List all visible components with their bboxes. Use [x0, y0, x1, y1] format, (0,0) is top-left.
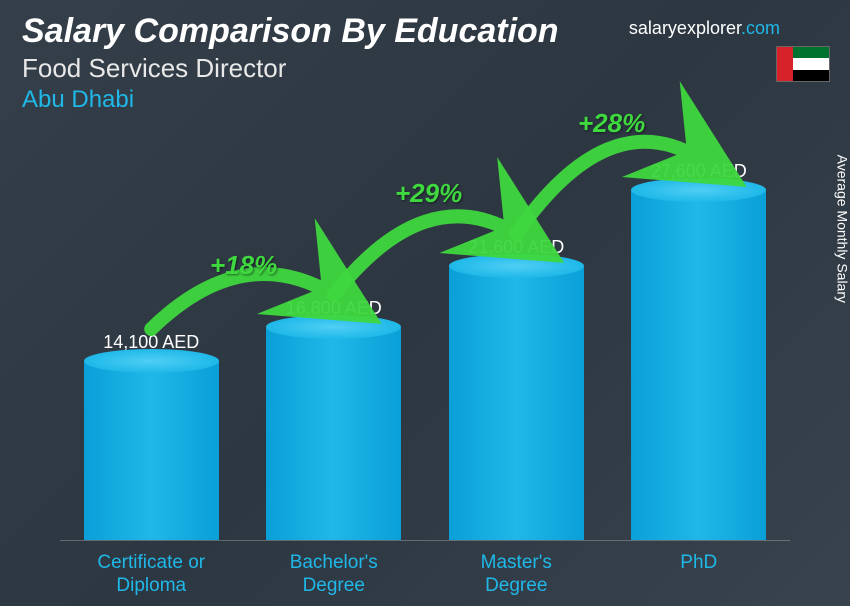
bar: [631, 190, 766, 540]
location-label: Abu Dhabi: [22, 86, 828, 114]
y-axis-label: Average Monthly Salary: [834, 155, 850, 303]
brand-name: salaryexplorer: [629, 18, 741, 38]
bar: [266, 327, 401, 540]
bar-wrap: 14,100 AED: [71, 332, 231, 540]
uae-flag-icon: [776, 46, 830, 82]
job-title-subtitle: Food Services Director: [22, 53, 828, 84]
increase-label: +29%: [395, 178, 462, 209]
category-label: Master'sDegree: [436, 552, 596, 598]
brand-suffix: .com: [741, 18, 780, 38]
brand-logo: salaryexplorer.com: [629, 18, 780, 39]
increase-label: +28%: [578, 108, 645, 139]
category-labels-row: Certificate orDiploma Bachelor'sDegree Mas…: [60, 552, 790, 598]
bar-wrap: 21,600 AED: [436, 237, 596, 540]
bar-wrap: 27,600 AED: [619, 161, 779, 540]
bar: [449, 266, 584, 540]
increase-label: +18%: [210, 250, 277, 281]
bar: [84, 361, 219, 540]
category-label: Certificate orDiploma: [71, 552, 231, 598]
category-label: PhD: [619, 552, 779, 598]
category-label: Bachelor'sDegree: [254, 552, 414, 598]
bar-wrap: 16,800 AED: [254, 298, 414, 540]
